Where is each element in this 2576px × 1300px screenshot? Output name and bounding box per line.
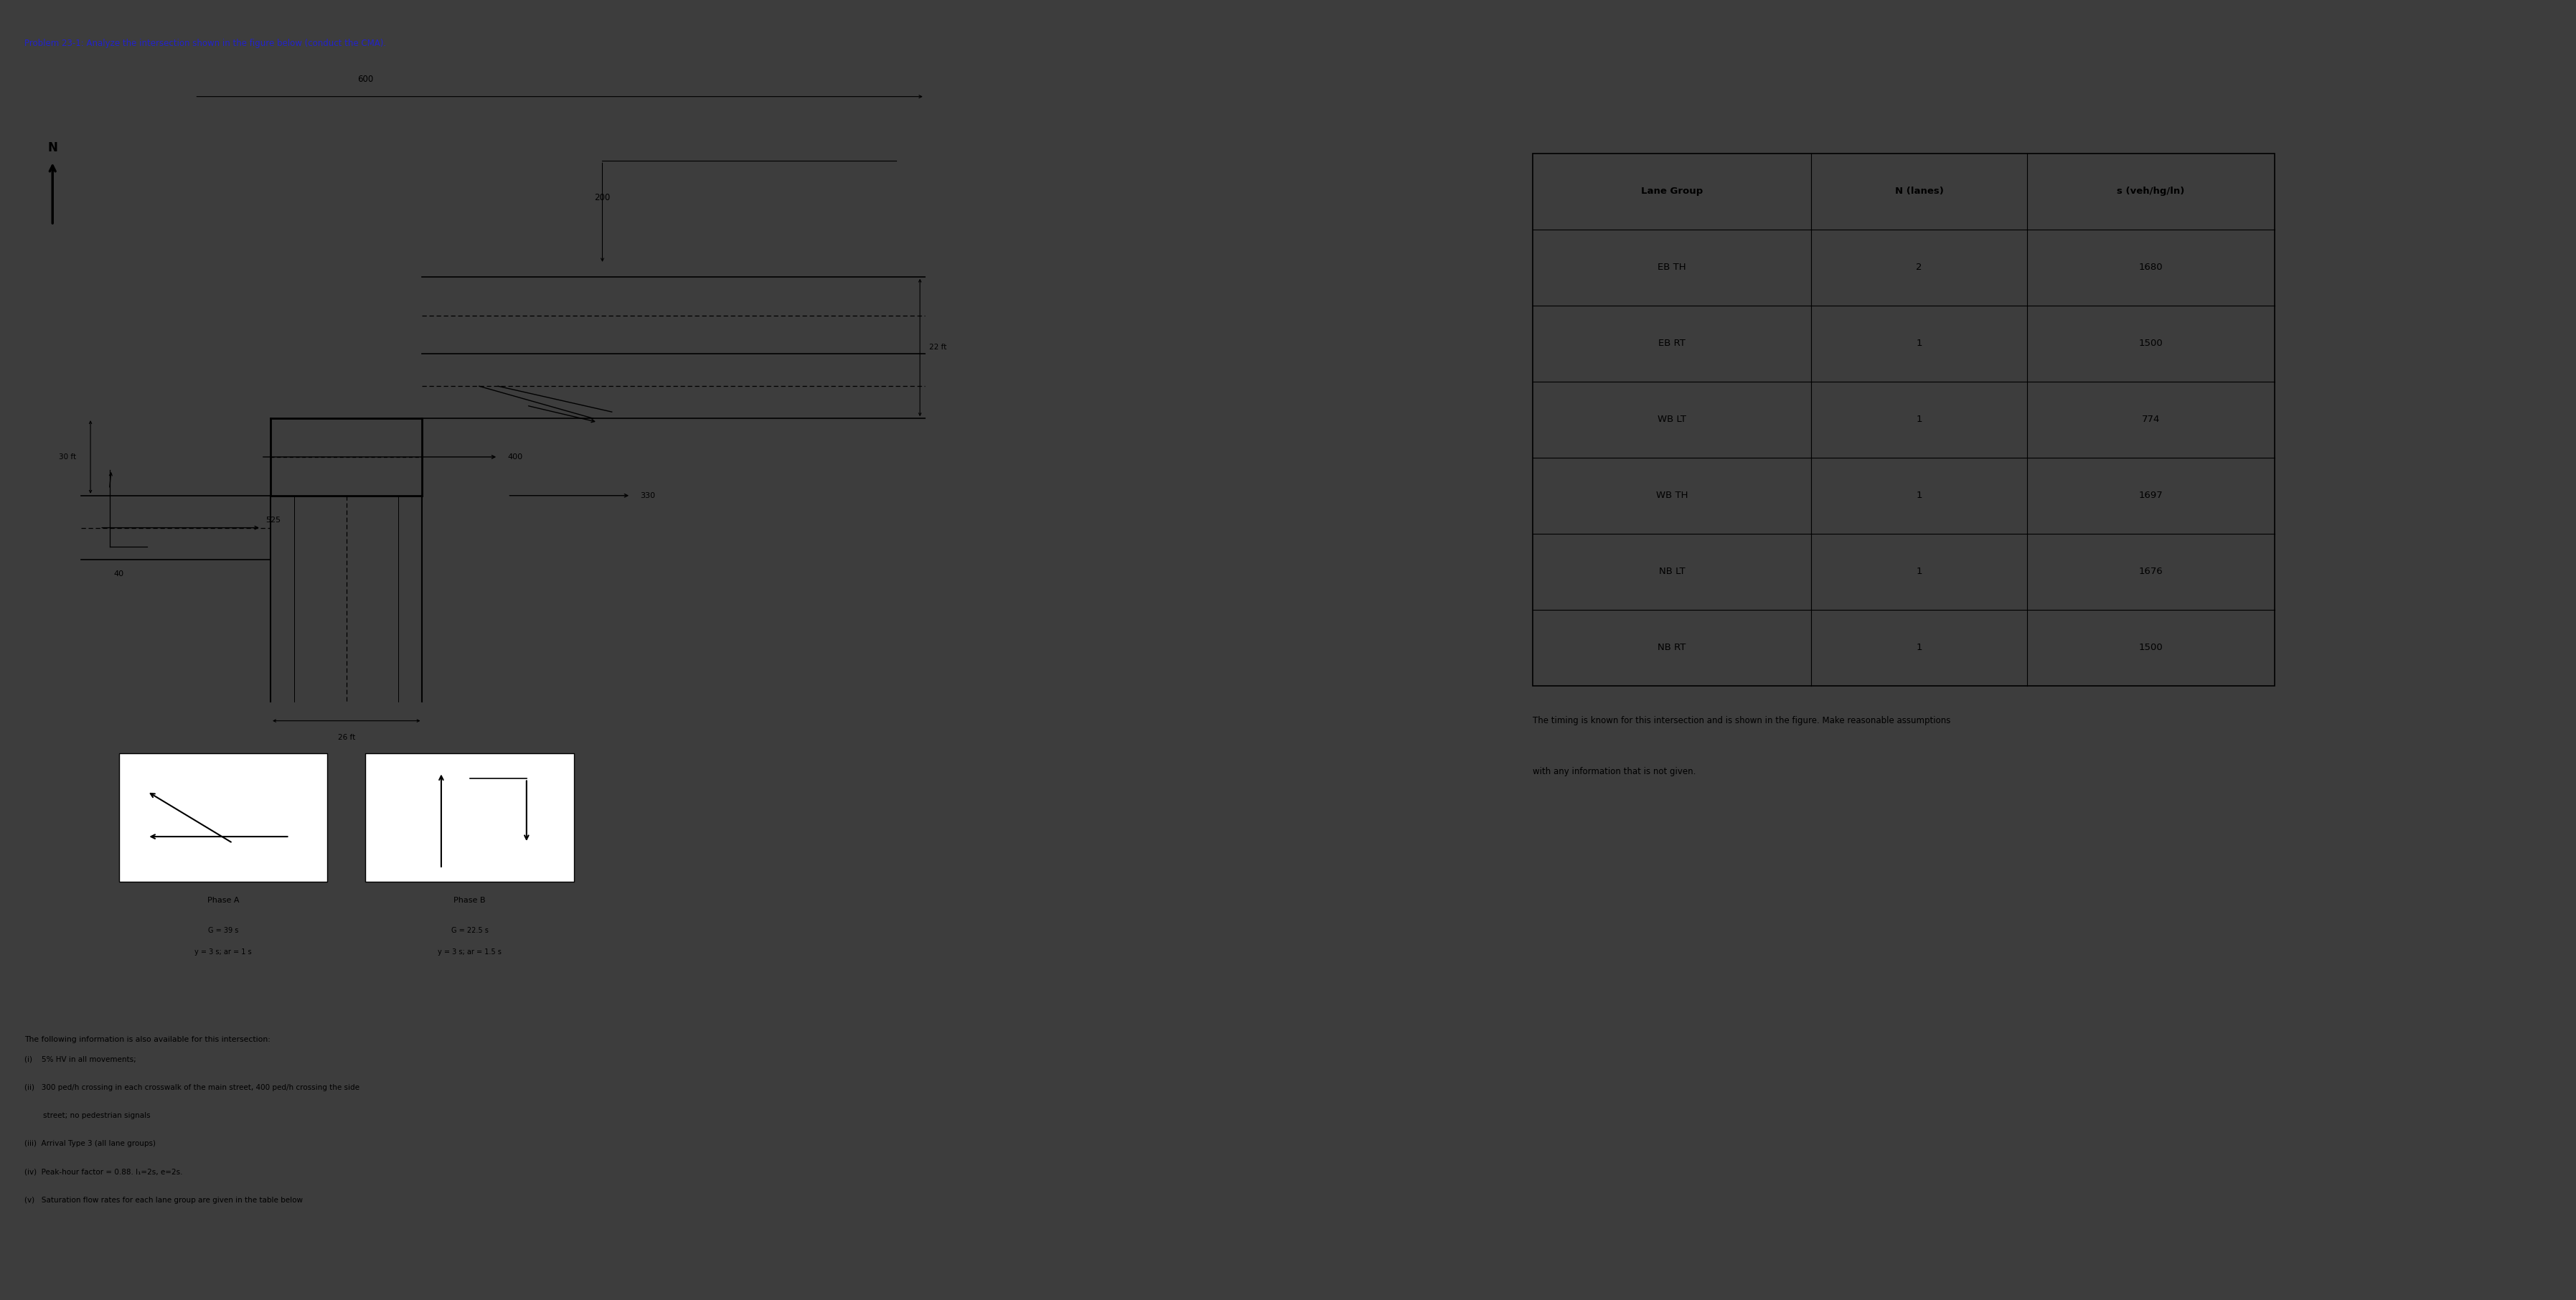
- Text: EB TH: EB TH: [1656, 263, 1687, 272]
- Text: 525: 525: [265, 516, 281, 524]
- Text: 1: 1: [1917, 339, 1922, 348]
- Text: 40: 40: [113, 571, 124, 577]
- Text: 22 ft: 22 ft: [930, 344, 948, 351]
- Text: Phase B: Phase B: [453, 897, 487, 905]
- Text: (iv)  Peak-hour factor = 0.88. l₁=2s, e=2s.: (iv) Peak-hour factor = 0.88. l₁=2s, e=2…: [23, 1169, 183, 1175]
- Text: y = 3 s; ar = 1 s: y = 3 s; ar = 1 s: [196, 949, 252, 956]
- Text: 200: 200: [595, 194, 611, 203]
- Text: 600: 600: [358, 74, 374, 83]
- Text: 1500: 1500: [2138, 339, 2164, 348]
- Text: 330: 330: [641, 491, 654, 499]
- Text: 26 ft: 26 ft: [337, 733, 355, 741]
- Text: The timing is known for this intersection and is shown in the figure. Make reaso: The timing is known for this intersectio…: [1533, 716, 1950, 725]
- Text: Problem 23-1: Analyze the intersection shown in the figure below (conduct the CM: Problem 23-1: Analyze the intersection s…: [23, 39, 386, 48]
- Text: NB RT: NB RT: [1659, 644, 1685, 653]
- Text: 1: 1: [1917, 567, 1922, 576]
- Text: s (veh/hg/ln): s (veh/hg/ln): [2117, 187, 2184, 196]
- Text: Phase A: Phase A: [206, 897, 240, 905]
- Text: 1500: 1500: [2138, 644, 2164, 653]
- Text: 30 ft: 30 ft: [59, 454, 77, 460]
- Text: 1: 1: [1917, 491, 1922, 500]
- Text: Lane Group: Lane Group: [1641, 187, 1703, 196]
- Text: with any information that is not given.: with any information that is not given.: [1533, 767, 1695, 776]
- Text: 1: 1: [1917, 644, 1922, 653]
- Text: 1697: 1697: [2138, 491, 2164, 500]
- Text: 1680: 1680: [2138, 263, 2164, 272]
- Text: 2: 2: [1917, 263, 1922, 272]
- Text: 774: 774: [2141, 415, 2161, 424]
- Bar: [1533, 153, 2275, 686]
- Text: 400: 400: [507, 454, 523, 460]
- Text: (iii)  Arrival Type 3 (all lane groups): (iii) Arrival Type 3 (all lane groups): [23, 1140, 155, 1148]
- Bar: [366, 753, 574, 881]
- Text: street; no pedestrian signals: street; no pedestrian signals: [23, 1112, 149, 1119]
- Text: 1: 1: [1917, 415, 1922, 424]
- Text: WB TH: WB TH: [1656, 491, 1687, 500]
- Text: NB LT: NB LT: [1659, 567, 1685, 576]
- Text: G = 22.5 s: G = 22.5 s: [451, 927, 489, 933]
- Text: The following information is also available for this intersection:: The following information is also availa…: [23, 1036, 270, 1044]
- Text: (ii)   300 ped/h crossing in each crosswalk of the main street, 400 ped/h crossi: (ii) 300 ped/h crossing in each crosswal…: [23, 1084, 358, 1091]
- Text: N (lanes): N (lanes): [1896, 187, 1942, 196]
- Text: EB RT: EB RT: [1659, 339, 1685, 348]
- Text: WB LT: WB LT: [1656, 415, 1687, 424]
- Text: 1676: 1676: [2138, 567, 2164, 576]
- Text: (v)   Saturation flow rates for each lane group are given in the table below: (v) Saturation flow rates for each lane …: [23, 1197, 301, 1204]
- Text: N: N: [46, 142, 57, 155]
- Text: (i)    5% HV in all movements;: (i) 5% HV in all movements;: [23, 1056, 137, 1062]
- Text: y = 3 s; ar = 1.5 s: y = 3 s; ar = 1.5 s: [438, 949, 502, 956]
- Text: G = 39 s: G = 39 s: [209, 927, 240, 933]
- Bar: [118, 753, 327, 881]
